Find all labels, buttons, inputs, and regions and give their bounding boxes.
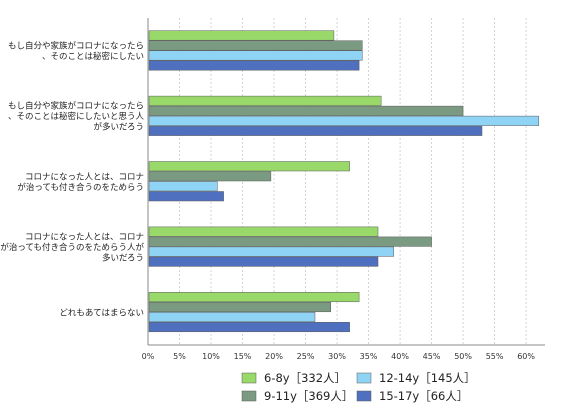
bar [148, 125, 483, 136]
x-tick-label: 45% [423, 352, 441, 361]
category-label: コロナになった人とは、コロナ [25, 232, 144, 242]
bar [148, 40, 363, 51]
category-labels: もし自分や家族がコロナになったら、そのことは秘密にしたいもし自分や家族がコロナに… [0, 40, 144, 318]
bar [148, 246, 395, 257]
legend-label: 12-14y［145人］ [379, 371, 476, 385]
category-label: が治っても付き合うのをためらう人が [0, 242, 144, 253]
legend-label: 6-8y［332人］ [264, 371, 346, 385]
bar [148, 105, 464, 116]
bar [148, 181, 218, 192]
legend-label: 15-17y［66人］ [379, 389, 468, 403]
bar [148, 191, 224, 202]
category-label: コロナになった人とは、コロナ [25, 172, 144, 182]
bar [148, 60, 360, 71]
x-tick-label: 15% [234, 352, 252, 361]
bar [148, 30, 335, 41]
bar [148, 312, 316, 323]
x-tick-label: 25% [297, 352, 315, 361]
x-tick-label: 40% [391, 352, 409, 361]
legend-swatch [241, 372, 257, 384]
category-label: 多いだろう [102, 252, 144, 263]
x-tick-label: 60% [517, 352, 535, 361]
bar [148, 161, 350, 172]
bar [148, 95, 382, 106]
x-tick-label: 35% [360, 352, 378, 361]
x-tick-label: 55% [486, 352, 504, 361]
x-tick-label: 5% [173, 352, 186, 361]
legend-swatch [241, 390, 257, 402]
bars [148, 30, 539, 333]
legend: 6-8y［332人］ 9-11y［369人］ 12-14y［145人］ 15-17y［… [241, 371, 476, 403]
bar [148, 322, 350, 333]
bar [148, 50, 363, 61]
legend-swatch [356, 390, 372, 402]
bar [148, 292, 360, 303]
category-label: 、そのことは秘密にしたい [42, 51, 144, 62]
category-label: が治っても付き合うのをためらう [17, 182, 144, 193]
category-label: が多いだろう [94, 122, 145, 133]
category-label: もし自分や家族がコロナになったら [8, 101, 144, 112]
x-tick-label: 20% [265, 352, 283, 361]
x-tick-label: 50% [454, 352, 472, 361]
category-label: もし自分や家族がコロナになったら [8, 40, 144, 51]
x-tick-label: 0% [142, 352, 155, 361]
category-label: どれもあてはまらない [59, 308, 144, 318]
x-tick-labels: 0% 5% 10% 15% 20% 25% 30% 35% 40% 45% 50% 55% 60% [142, 352, 536, 361]
bar [148, 302, 331, 313]
legend-label: 9-11y［369人］ [264, 389, 353, 403]
gridlines [179, 18, 527, 345]
bar [148, 256, 379, 267]
legend-swatch [356, 372, 372, 384]
category-label: 、そのことは秘密にしたいと思う人 [8, 111, 145, 122]
bar [148, 236, 432, 247]
bar [148, 226, 379, 237]
x-tick-label: 10% [202, 352, 220, 361]
bar [148, 115, 539, 126]
x-tick-label: 30% [328, 352, 346, 361]
bar [148, 171, 272, 182]
